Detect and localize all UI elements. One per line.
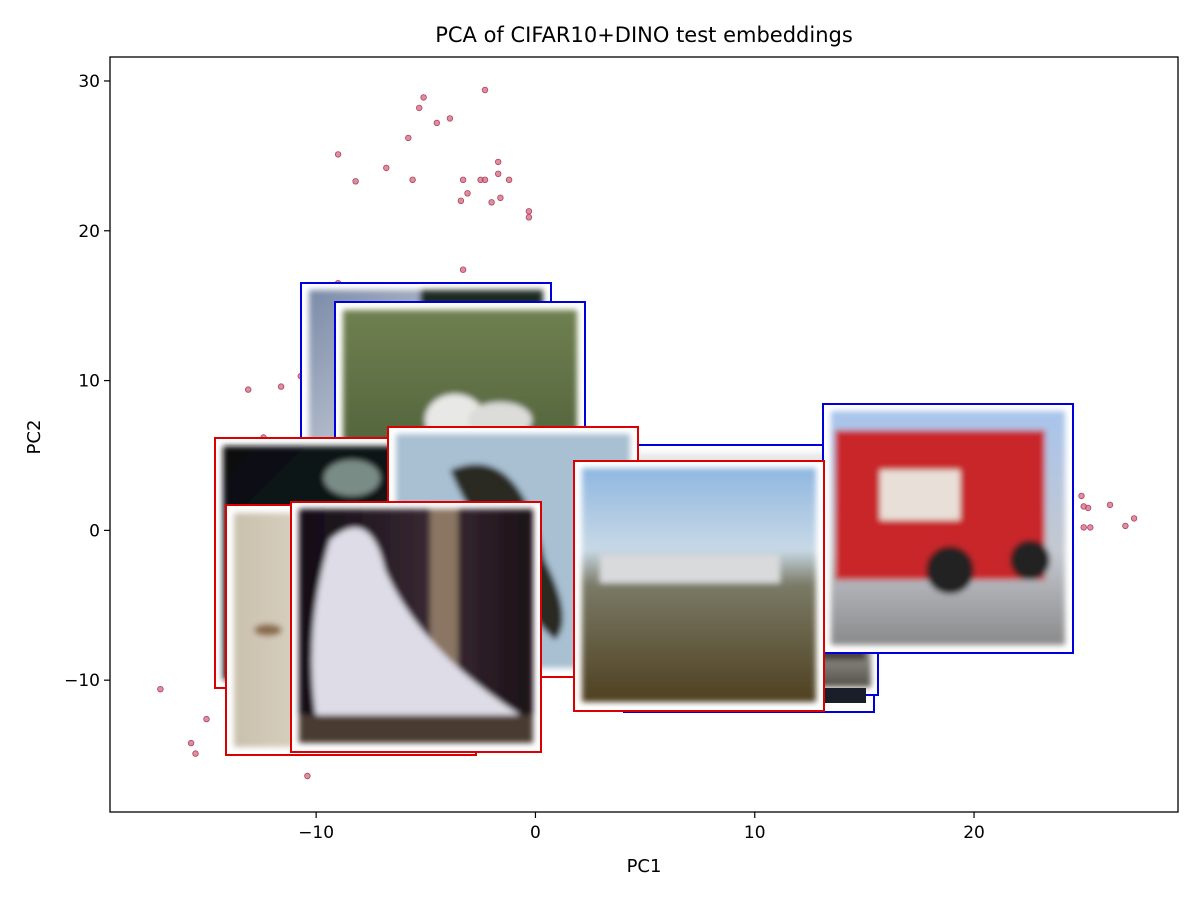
y-tick-label: 30 [78, 72, 100, 92]
plot-area [109, 56, 1179, 813]
x-tick-label: 10 [744, 823, 766, 843]
thumbnail-fire-truck [822, 403, 1074, 654]
scatter-point-28 [157, 686, 164, 693]
scatter-point-34 [1080, 503, 1087, 510]
scatter-point-40 [1078, 492, 1085, 500]
scatter-point-32 [304, 772, 311, 780]
scatter-point-20 [525, 208, 533, 215]
scatter-point-15 [505, 176, 513, 183]
scatter-point-4 [433, 119, 440, 127]
scatter-point-14 [481, 176, 489, 183]
scatter-point-7 [495, 158, 502, 166]
scatter-point-17 [497, 194, 504, 201]
thumbnail-overlays [214, 282, 1074, 756]
x-axis-title: PC1 [627, 856, 662, 877]
scatter-point-18 [457, 197, 465, 204]
y-tick-label: 0 [89, 521, 100, 541]
scatter-point-1 [420, 94, 427, 101]
y-tick-label: 20 [78, 222, 100, 242]
y-tick-label: −10 [64, 671, 100, 691]
y-axis-title: PC2 [24, 420, 45, 455]
scatter-point-35 [1106, 501, 1114, 509]
scatter-point-5 [405, 134, 412, 142]
scatter-point-39 [1087, 524, 1094, 531]
scatter-point-26 [244, 386, 252, 393]
scatter-point-12 [459, 176, 467, 183]
scatter-point-29 [203, 715, 210, 723]
scatter-point-22 [459, 266, 467, 273]
scatter-point-11 [409, 176, 416, 183]
scatter-point-16 [464, 190, 471, 197]
x-tick-label: 20 [963, 823, 985, 843]
scatter-point-30 [187, 739, 195, 747]
scatter-point-8 [383, 164, 390, 172]
scatter-point-3 [446, 115, 454, 122]
chart-title: PCA of CIFAR10+DINO test embeddings [435, 23, 853, 47]
scatter-point-0 [481, 86, 489, 94]
thumbnail-white-parrot [290, 501, 542, 753]
scatter-point-25 [277, 383, 285, 390]
scatter-point-10 [352, 178, 359, 185]
scatter-point-36 [1130, 515, 1138, 522]
scatter-point-9 [495, 170, 502, 177]
scatter-point-38 [1080, 524, 1087, 531]
scatter-point-6 [334, 151, 342, 158]
scatter-point-37 [1122, 522, 1129, 530]
scatter-point-21 [525, 214, 533, 221]
scatter-point-19 [488, 199, 495, 206]
scatter-point-31 [192, 750, 199, 757]
x-axis: −10 0 10 20 [298, 812, 985, 843]
thumbnail-ship-harbor [573, 460, 825, 712]
y-tick-label: 10 [78, 372, 100, 392]
x-tick-label: 0 [530, 823, 541, 843]
scatter-point-2 [416, 104, 423, 112]
x-tick-label: −10 [298, 823, 334, 843]
y-axis: −10 0 10 20 30 [64, 72, 110, 691]
